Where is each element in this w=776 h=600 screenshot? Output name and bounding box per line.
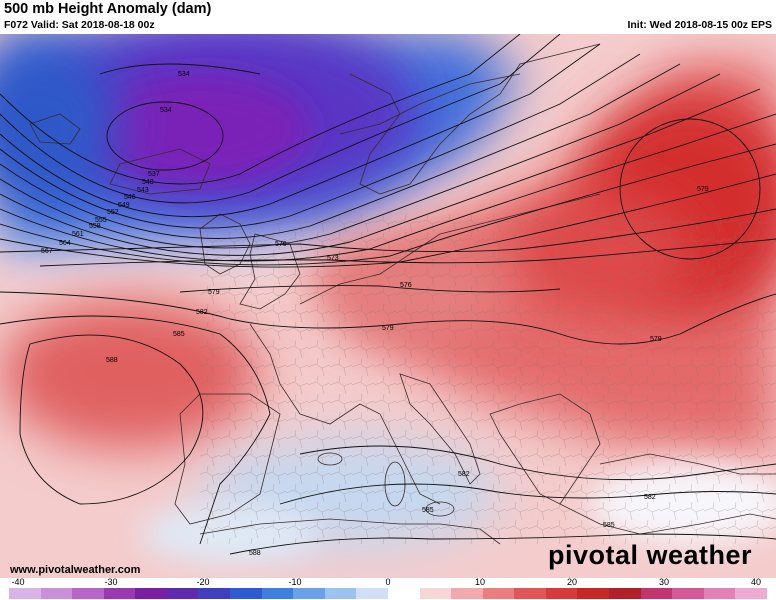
- colorbar-swatch: [703, 588, 736, 599]
- contour-label: 549: [118, 202, 130, 209]
- contour-label: 564: [59, 240, 71, 247]
- colorbar-swatch: [545, 588, 578, 599]
- contour-label: 585: [422, 507, 434, 514]
- contour-label: 585: [173, 331, 185, 338]
- colorbar-swatch: [9, 588, 41, 599]
- colorbar: [9, 588, 767, 599]
- contour-label: 552: [107, 209, 119, 216]
- colorbar-swatch: [166, 588, 199, 599]
- colorbar-tick: -30: [104, 577, 118, 587]
- contour-label: 582: [196, 309, 208, 316]
- map-title: 500 mb Height Anomaly (dam): [4, 1, 212, 17]
- colorbar-swatch: [640, 588, 673, 599]
- colorbar-tick: 30: [658, 577, 670, 587]
- contour-label: 546: [124, 194, 136, 201]
- contour-labels: 534 534 537 540 543 546 549 552 555 558 …: [41, 71, 709, 557]
- contour-label: 540: [142, 179, 154, 186]
- colorbar-tick: -10: [288, 577, 302, 587]
- colorbar-swatch: [40, 588, 73, 599]
- colorbar-swatch: [419, 588, 452, 599]
- colorbar-swatch: [198, 588, 231, 599]
- contour-label: 573: [327, 255, 339, 262]
- contour-label: 585: [603, 522, 615, 529]
- contour-label: 534: [178, 71, 190, 78]
- contour-label: 570: [275, 241, 287, 248]
- anomaly-map: 534 534 537 540 543 546 549 552 555 558 …: [0, 34, 776, 578]
- contour-label: 588: [106, 357, 118, 364]
- colorbar-swatch: [608, 588, 641, 599]
- contour-label: 534: [160, 107, 172, 114]
- valid-time: F072 Valid: Sat 2018-08-18 00z: [4, 19, 155, 31]
- map-header: 500 mb Height Anomaly (dam) F072 Valid: …: [0, 0, 776, 34]
- contour-label: 558: [89, 223, 101, 230]
- contour-label: 555: [95, 217, 107, 224]
- colorbar-tick: -20: [196, 577, 210, 587]
- init-time: Init: Wed 2018-08-15 00z EPS: [627, 19, 772, 31]
- colorbar-swatch: [72, 588, 104, 599]
- colorbar-swatch: [672, 588, 704, 599]
- height-contours: [0, 34, 776, 555]
- map-canvas: 534 534 537 540 543 546 549 552 555 558 …: [0, 34, 776, 578]
- contour-label: 579: [650, 336, 662, 343]
- contour-label: 537: [148, 171, 160, 178]
- colorbar-tick: 40: [750, 577, 762, 587]
- colorbar-swatch: [293, 588, 325, 599]
- colorbar-swatch: [387, 588, 420, 599]
- contour-label: 588: [249, 550, 261, 557]
- colorbar-swatch: [356, 588, 388, 599]
- colorbar-swatch: [135, 588, 167, 599]
- colorbar-ticks: -40 -30 -20 -10 0 10 20 30 40: [0, 577, 776, 588]
- colorbar-swatch: [451, 588, 483, 599]
- contour-label: 582: [458, 471, 470, 478]
- brand-watermark: pivotal weather: [548, 540, 753, 570]
- contour-label: 567: [41, 248, 53, 255]
- colorbar-tick: 0: [385, 577, 391, 587]
- colorbar-tick: 20: [566, 577, 578, 587]
- contour-label: 582: [644, 494, 656, 501]
- site-url: www.pivotalweather.com: [10, 564, 141, 576]
- colorbar-swatch: [261, 588, 294, 599]
- contour-label: 579: [382, 325, 394, 332]
- contour-label: 561: [72, 231, 84, 238]
- contour-label: 543: [137, 187, 149, 194]
- border-pattern: [200, 214, 776, 544]
- contour-label: 579: [208, 289, 220, 296]
- contour-label: 579: [697, 186, 709, 193]
- colorbar-swatch: [514, 588, 546, 599]
- colorbar-tick: 10: [474, 577, 486, 587]
- colorbar-tick: -40: [11, 577, 25, 587]
- colorbar-swatch: [230, 588, 262, 599]
- colorbar-swatch: [577, 588, 609, 599]
- contour-label: 576: [400, 282, 412, 289]
- colorbar-swatch: [103, 588, 136, 599]
- colorbar-swatch: [324, 588, 357, 599]
- colorbar-swatch: [735, 588, 767, 599]
- colorbar-swatch: [482, 588, 515, 599]
